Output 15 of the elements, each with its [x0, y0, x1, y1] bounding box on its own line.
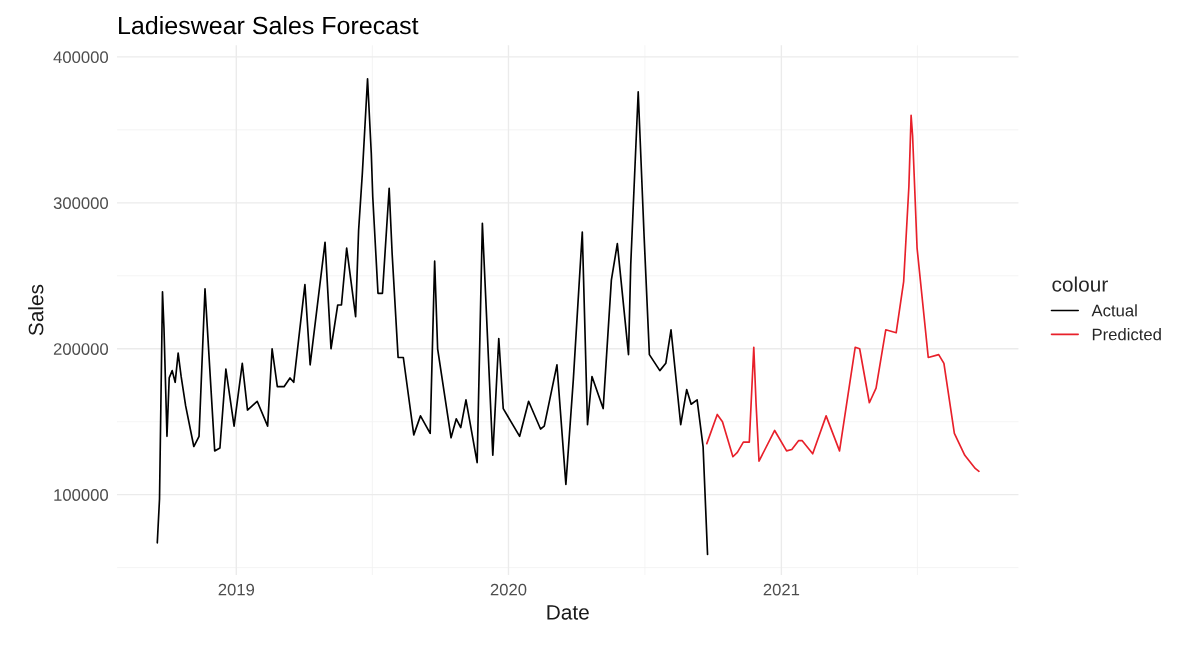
line-series: [156, 77, 709, 556]
line-series: [705, 114, 980, 473]
legend-title: colour: [1052, 276, 1108, 292]
y-tick-label: 200000: [53, 343, 109, 355]
legend-label: Predicted: [1092, 328, 1161, 341]
chart-title: Ladieswear Sales Forecast: [119, 15, 419, 35]
y-tick-label: 100000: [54, 489, 109, 501]
legend-label: Actual: [1091, 304, 1137, 317]
x-tick-label: 2019: [218, 583, 255, 596]
y-axis-title: Sales: [28, 284, 44, 336]
y-tick-label: 400000: [53, 51, 109, 64]
x-axis-title: Date: [547, 605, 589, 620]
x-tick-label: 2021: [763, 583, 800, 596]
x-tick-label: 2020: [490, 583, 527, 596]
y-tick-label: 300000: [53, 197, 109, 210]
